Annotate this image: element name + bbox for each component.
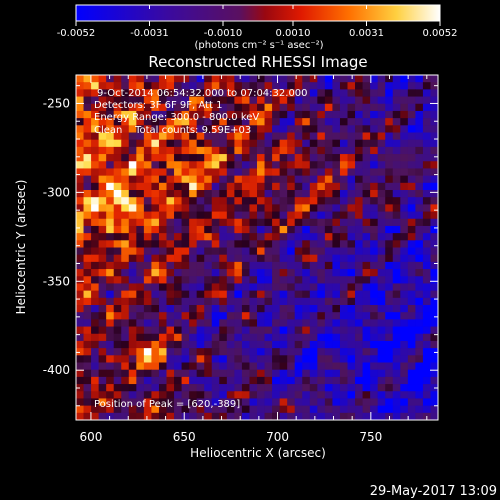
x-tick-label: 700 [266,430,289,444]
colorbar-tick-label: -0.0010 [204,28,243,39]
colorbar: -0.0052 -0.0031 -0.0010 0.0010 0.0031 0.0052 … [57,4,458,51]
y-axis-label: Heliocentric Y (arcsec) [14,180,28,315]
annotation-detectors: Detectors: 3F 6F 9F, Att 1 [94,100,222,111]
colorbar-tick-label: 0.0052 [423,28,458,39]
x-axis: 600 650 700 750 [79,75,428,444]
colorbar-tick-label: -0.0031 [130,28,169,39]
plot-frame [75,74,439,421]
y-tick-label: -400 [43,363,70,377]
colorbar-tick-label: -0.0052 [57,28,96,39]
heatmap-cells [76,75,439,421]
y-axis: -250 -300 -350 -400 [43,85,438,407]
x-tick-label: 650 [173,430,196,444]
x-tick-label: 600 [79,430,102,444]
annotation-time: 9-Oct-2014 06:54:32.000 to 07:04:32.000 [97,88,308,99]
colorbar-gradient [75,4,441,22]
y-tick-label: -300 [43,185,70,199]
x-tick-label: 750 [359,430,382,444]
x-axis-label: Heliocentric X (arcsec) [190,446,326,460]
y-tick-label: -350 [43,274,70,288]
annotation-energy: Energy Range: 300.0 - 800.0 keV [94,112,259,123]
footer-timestamp: 29-May-2017 13:09 [370,484,497,499]
peak-label: Position of Peak = [620,-389] [94,399,240,410]
colorbar-units: (photons cm⁻² s⁻¹ asec⁻²) [194,40,323,51]
y-tick-label: -250 [43,96,70,110]
colorbar-tick-label: 0.0031 [349,28,384,39]
chart-title: Reconstructed RHESSI Image [148,53,367,71]
colorbar-tick-label: 0.0010 [276,28,311,39]
annotation-clean: Clean Total counts: 9.59E+03 [94,125,251,136]
annotation-block: 9-Oct-2014 06:54:32.000 to 07:04:32.000 … [94,88,308,136]
